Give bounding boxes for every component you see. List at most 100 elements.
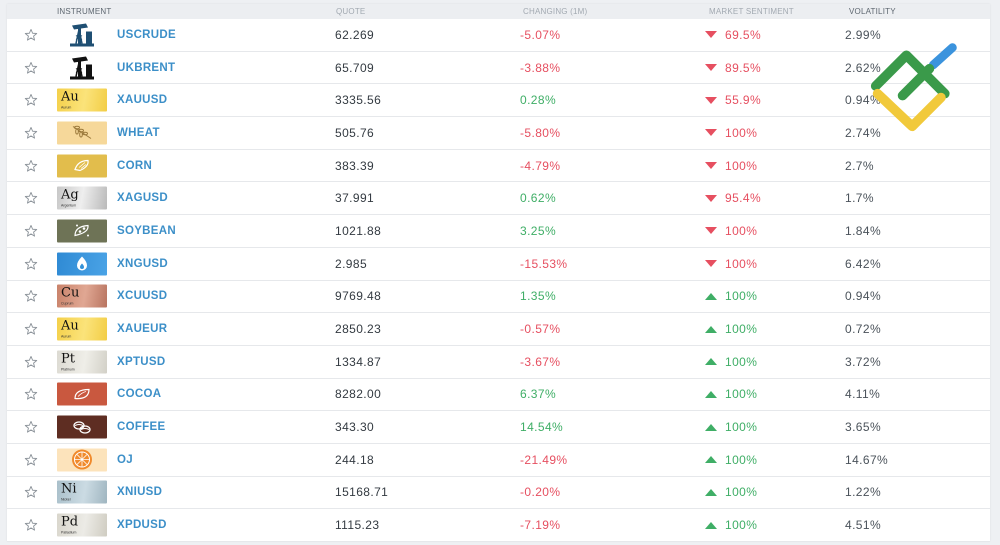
- table-row[interactable]: XNGUSD 2.985 -15.53% 100% 6.42%: [7, 248, 990, 281]
- market-sentiment: 100%: [705, 485, 757, 499]
- table-row[interactable]: COFFEE 343.30 14.54% 100% 3.65%: [7, 411, 990, 444]
- favorite-star-icon[interactable]: [24, 61, 38, 75]
- volatility-value: 0.94%: [845, 289, 882, 304]
- favorite-star-icon[interactable]: [24, 322, 38, 336]
- triangle-up-icon: [705, 423, 717, 431]
- triangle-up-icon: [705, 325, 717, 333]
- table-row[interactable]: Au Aurum XAUEUR 2850.23 -0.57% 100% 0.72%: [7, 313, 990, 346]
- instrument-link[interactable]: COCOA: [117, 388, 162, 401]
- quote-value: 383.39: [335, 158, 375, 173]
- table-row[interactable]: Pt Platinum XPTUSD 1334.87 -3.67% 100% 3.…: [7, 346, 990, 379]
- sentiment-value: 100%: [725, 289, 758, 304]
- table-row[interactable]: COCOA 8282.00 6.37% 100% 4.11%: [7, 379, 990, 412]
- favorite-star-icon[interactable]: [24, 289, 38, 303]
- change-value: -4.79%: [520, 158, 561, 173]
- column-header-sentiment[interactable]: MARKET SENTIMENT: [709, 7, 794, 16]
- table-row[interactable]: WHEAT 505.76 -5.80% 100% 2.74%: [7, 117, 990, 150]
- element-symbol: Au: [61, 318, 79, 334]
- instrument-link[interactable]: XNIUSD: [117, 486, 163, 499]
- triangle-up-icon: [705, 292, 717, 300]
- favorite-star-icon[interactable]: [24, 485, 38, 499]
- table-row[interactable]: OJ 244.18 -21.49% 100% 14.67%: [7, 444, 990, 477]
- change-value: 14.54%: [520, 420, 564, 435]
- gold-element-icon: Au Aurum: [57, 88, 107, 112]
- quote-value: 62.269: [335, 27, 375, 42]
- market-sentiment: 100%: [705, 453, 757, 467]
- triangle-down-icon: [705, 129, 717, 137]
- table-row[interactable]: Ag Argentum XAGUSD 37.991 0.62% 95.4% 1.7…: [7, 182, 990, 216]
- element-name: Nickel: [61, 497, 71, 502]
- favorite-star-icon[interactable]: [24, 191, 38, 205]
- favorite-star-icon[interactable]: [24, 420, 38, 434]
- element-symbol: Ni: [61, 481, 77, 497]
- market-sentiment: 100%: [705, 257, 757, 271]
- favorite-star-icon[interactable]: [24, 387, 38, 401]
- instrument-link[interactable]: XAGUSD: [117, 192, 169, 205]
- volatility-value: 4.51%: [845, 518, 882, 533]
- favorite-star-icon[interactable]: [24, 126, 38, 140]
- table-row[interactable]: Ni Nickel XNIUSD 15168.71 -0.20% 100% 1.2…: [7, 477, 990, 510]
- change-value: -3.67%: [520, 354, 561, 369]
- table-row[interactable]: UKBRENT 65.709 -3.88% 89.5% 2.62%: [7, 52, 990, 85]
- element-symbol: Pd: [61, 514, 79, 530]
- instrument-link[interactable]: XAUUSD: [117, 94, 168, 107]
- quote-value: 2850.23: [335, 322, 382, 337]
- quote-value: 244.18: [335, 452, 375, 467]
- table-row[interactable]: Pd Palladium XPDUSD 1115.23 -7.19% 100% 4…: [7, 509, 990, 542]
- element-name: Aurum: [61, 105, 72, 110]
- silver-element-icon: Ag Argentum: [57, 186, 107, 210]
- instruments-table: INSTRUMENT QUOTE CHANGING (1M) MARKET SE…: [7, 4, 990, 542]
- instrument-link[interactable]: XCUUSD: [117, 290, 168, 303]
- quote-value: 343.30: [335, 420, 375, 435]
- instrument-link[interactable]: USCRUDE: [117, 28, 176, 41]
- orange-slice-icon: [57, 448, 107, 472]
- table-row[interactable]: SOYBEAN 1021.88 3.25% 100% 1.84%: [7, 215, 990, 248]
- table-row[interactable]: CORN 383.39 -4.79% 100% 2.7%: [7, 150, 990, 183]
- volatility-value: 3.72%: [845, 354, 882, 369]
- favorite-star-icon[interactable]: [24, 28, 38, 42]
- instrument-link[interactable]: SOYBEAN: [117, 224, 176, 237]
- favorite-star-icon[interactable]: [24, 159, 38, 173]
- market-sentiment: 55.9%: [705, 93, 761, 107]
- favorite-star-icon[interactable]: [24, 453, 38, 467]
- market-sentiment: 100%: [705, 126, 757, 140]
- favorite-star-icon[interactable]: [24, 257, 38, 271]
- sentiment-value: 100%: [725, 387, 758, 402]
- market-sentiment: 100%: [705, 387, 757, 401]
- element-symbol: Cu: [61, 285, 80, 301]
- favorite-star-icon[interactable]: [24, 224, 38, 238]
- sentiment-value: 100%: [725, 223, 758, 238]
- corn-icon: [57, 154, 107, 178]
- table-row[interactable]: Au Aurum XAUUSD 3335.56 0.28% 55.9% 0.94%: [7, 84, 990, 118]
- instrument-link[interactable]: COFFEE: [117, 421, 166, 434]
- table-row[interactable]: Cu Cuprum XCUUSD 9769.48 1.35% 100% 0.94%: [7, 281, 990, 314]
- favorite-star-icon[interactable]: [24, 518, 38, 532]
- instrument-link[interactable]: CORN: [117, 159, 153, 172]
- triangle-up-icon: [705, 390, 717, 398]
- instrument-link[interactable]: UKBRENT: [117, 61, 176, 74]
- change-value: -21.49%: [520, 452, 568, 467]
- column-header-volatility[interactable]: VOLATILITY: [849, 7, 896, 16]
- element-symbol: Ag: [61, 187, 79, 203]
- volatility-value: 2.7%: [845, 158, 874, 173]
- instrument-link[interactable]: OJ: [117, 453, 133, 466]
- market-sentiment: 89.5%: [705, 61, 761, 75]
- instrument-link[interactable]: XPTUSD: [117, 355, 166, 368]
- favorite-star-icon[interactable]: [24, 355, 38, 369]
- column-header-changing[interactable]: CHANGING (1M): [523, 7, 588, 16]
- element-name: Cuprum: [61, 301, 74, 306]
- triangle-down-icon: [705, 31, 717, 39]
- change-value: -3.88%: [520, 60, 561, 75]
- instrument-link[interactable]: XPDUSD: [117, 519, 167, 532]
- triangle-down-icon: [705, 260, 717, 268]
- table-row[interactable]: USCRUDE 62.269 -5.07% 69.5% 2.99%: [7, 19, 990, 52]
- instrument-link[interactable]: WHEAT: [117, 126, 160, 139]
- instrument-link[interactable]: XNGUSD: [117, 257, 169, 270]
- sentiment-value: 100%: [725, 256, 758, 271]
- volatility-value: 14.67%: [845, 452, 889, 467]
- column-header-quote[interactable]: QUOTE: [336, 7, 366, 16]
- sentiment-value: 100%: [725, 485, 758, 500]
- column-header-instrument[interactable]: INSTRUMENT: [57, 7, 112, 16]
- favorite-star-icon[interactable]: [24, 93, 38, 107]
- instrument-link[interactable]: XAUEUR: [117, 323, 168, 336]
